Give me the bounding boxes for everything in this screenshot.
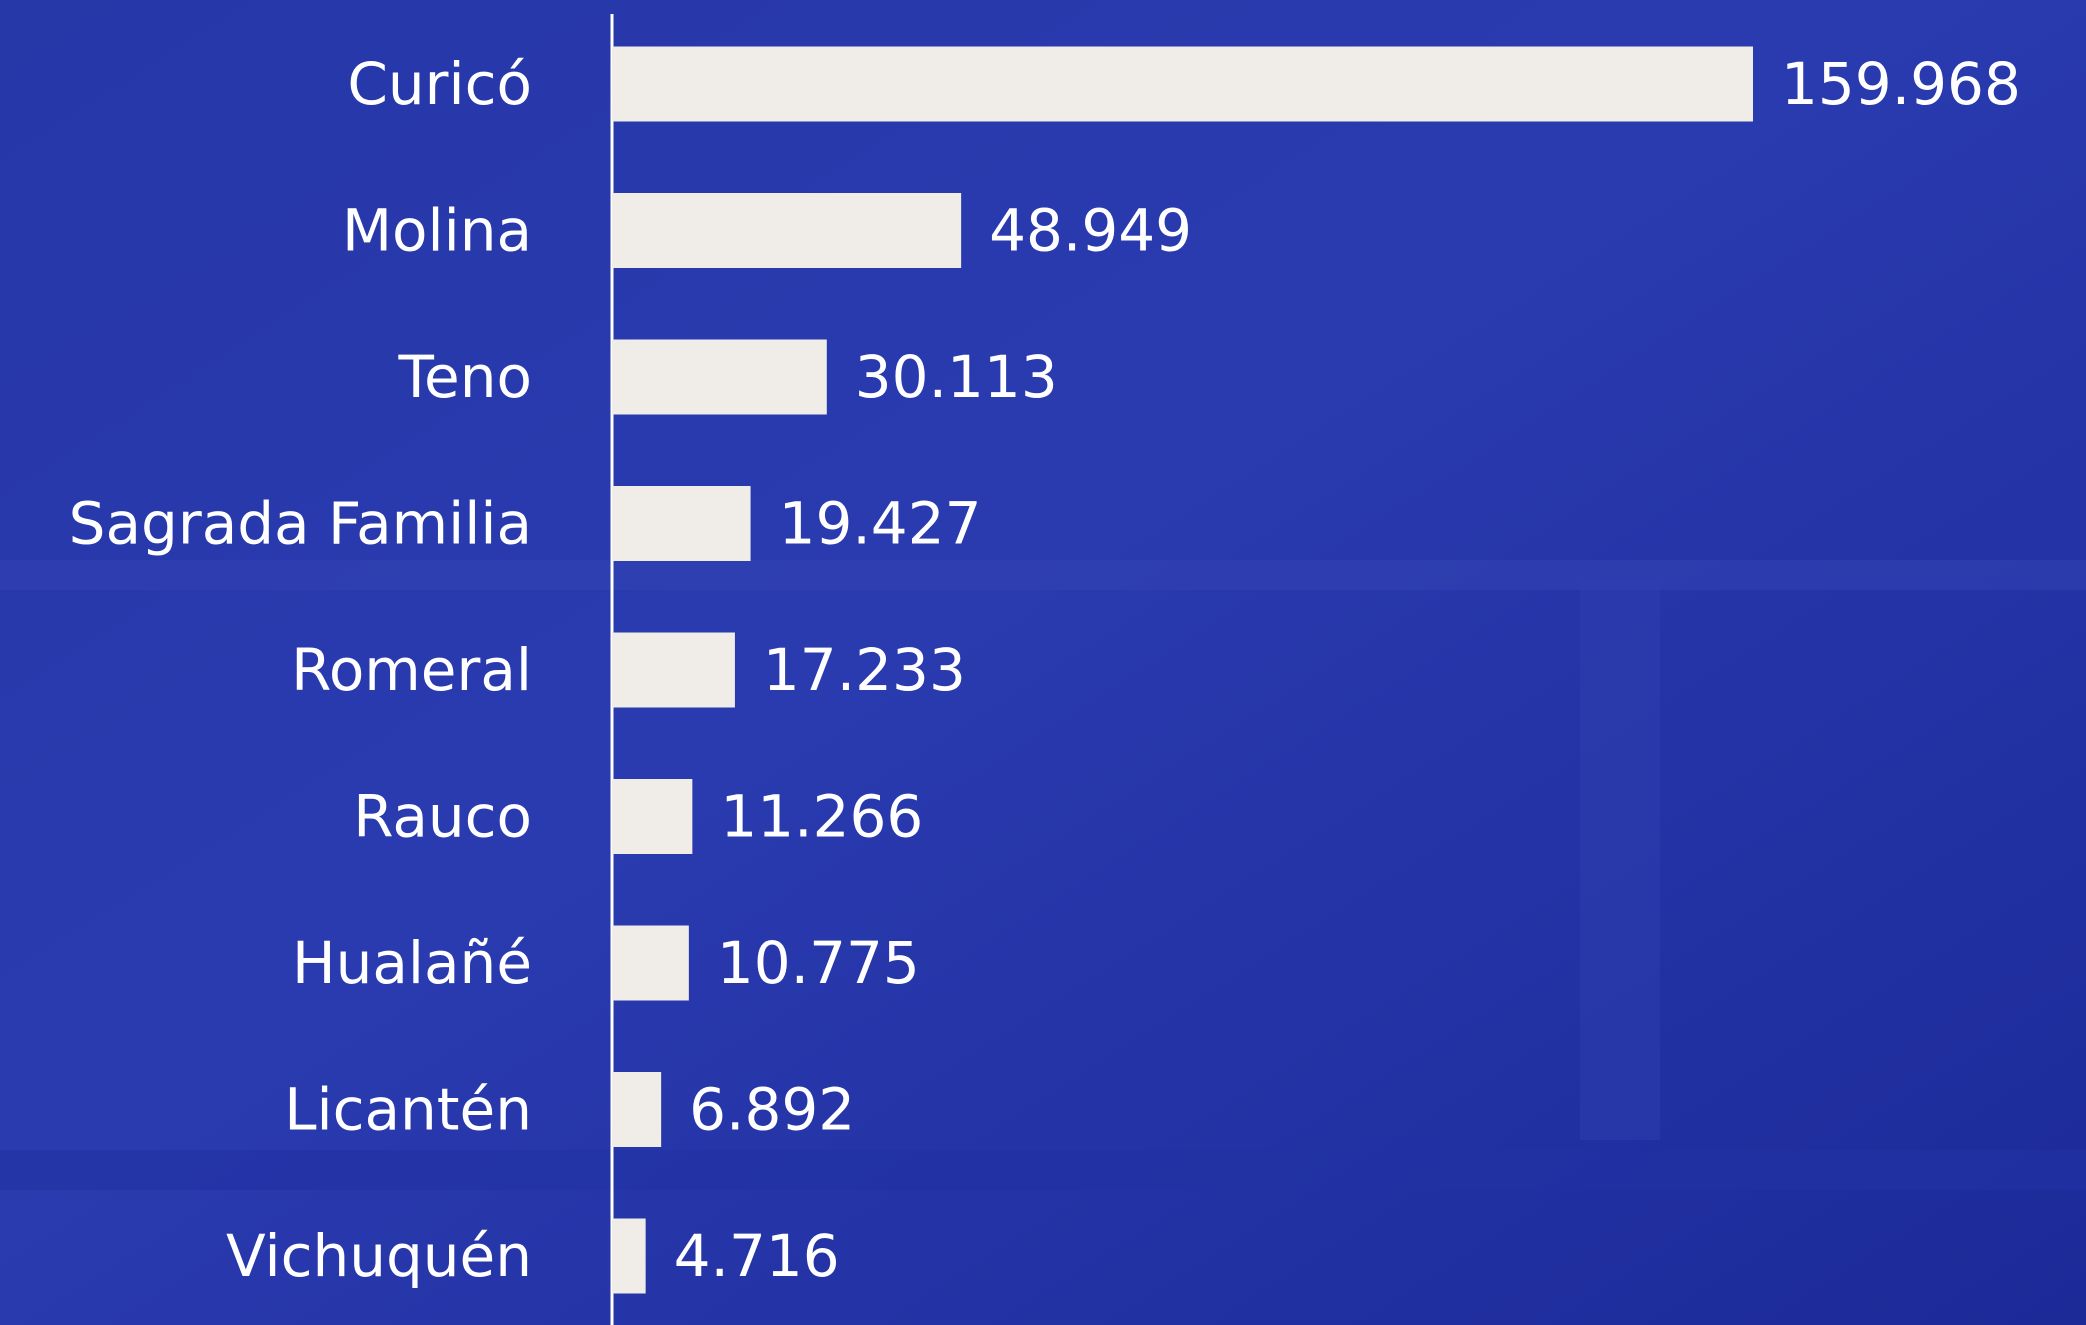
background-band: [0, 1150, 2086, 1190]
bar: [612, 340, 827, 415]
data-label: 11.266: [720, 783, 923, 851]
bar: [612, 47, 1753, 122]
data-label: 17.233: [763, 636, 966, 704]
page: Curicó 159.968 Molina 48.949 Teno 30.113 Sagra…: [0, 0, 2086, 1325]
bar: [612, 926, 689, 1001]
background-shape: [1580, 580, 1660, 1140]
data-label: 6.892: [689, 1076, 855, 1144]
y-tick-label: Sagrada Familia: [69, 490, 532, 558]
bar: [612, 633, 735, 708]
bar: [612, 1219, 646, 1294]
background-band: [0, 560, 2086, 590]
y-tick-label: Teno: [397, 343, 532, 411]
y-tick-label: Molina: [342, 197, 532, 265]
bar: [612, 486, 751, 561]
y-tick-label: Curicó: [347, 50, 532, 118]
y-tick-label: Hualañé: [292, 929, 532, 997]
bar: [612, 1072, 661, 1147]
y-tick-label: Vichuquén: [226, 1222, 532, 1290]
chart: Curicó 159.968 Molina 48.949 Teno 30.113 Sagra…: [0, 0, 2086, 1325]
data-label: 10.775: [717, 929, 920, 997]
data-label: 4.716: [674, 1222, 840, 1290]
y-tick-label: Licantén: [284, 1076, 532, 1144]
bar: [612, 779, 692, 854]
bar: [612, 193, 961, 268]
y-tick-label: Romeral: [291, 636, 532, 704]
data-label: 19.427: [779, 490, 982, 558]
data-label: 48.949: [989, 197, 1192, 265]
y-tick-label: Rauco: [353, 783, 532, 851]
data-label: 159.968: [1781, 50, 2021, 118]
data-label: 30.113: [855, 343, 1058, 411]
